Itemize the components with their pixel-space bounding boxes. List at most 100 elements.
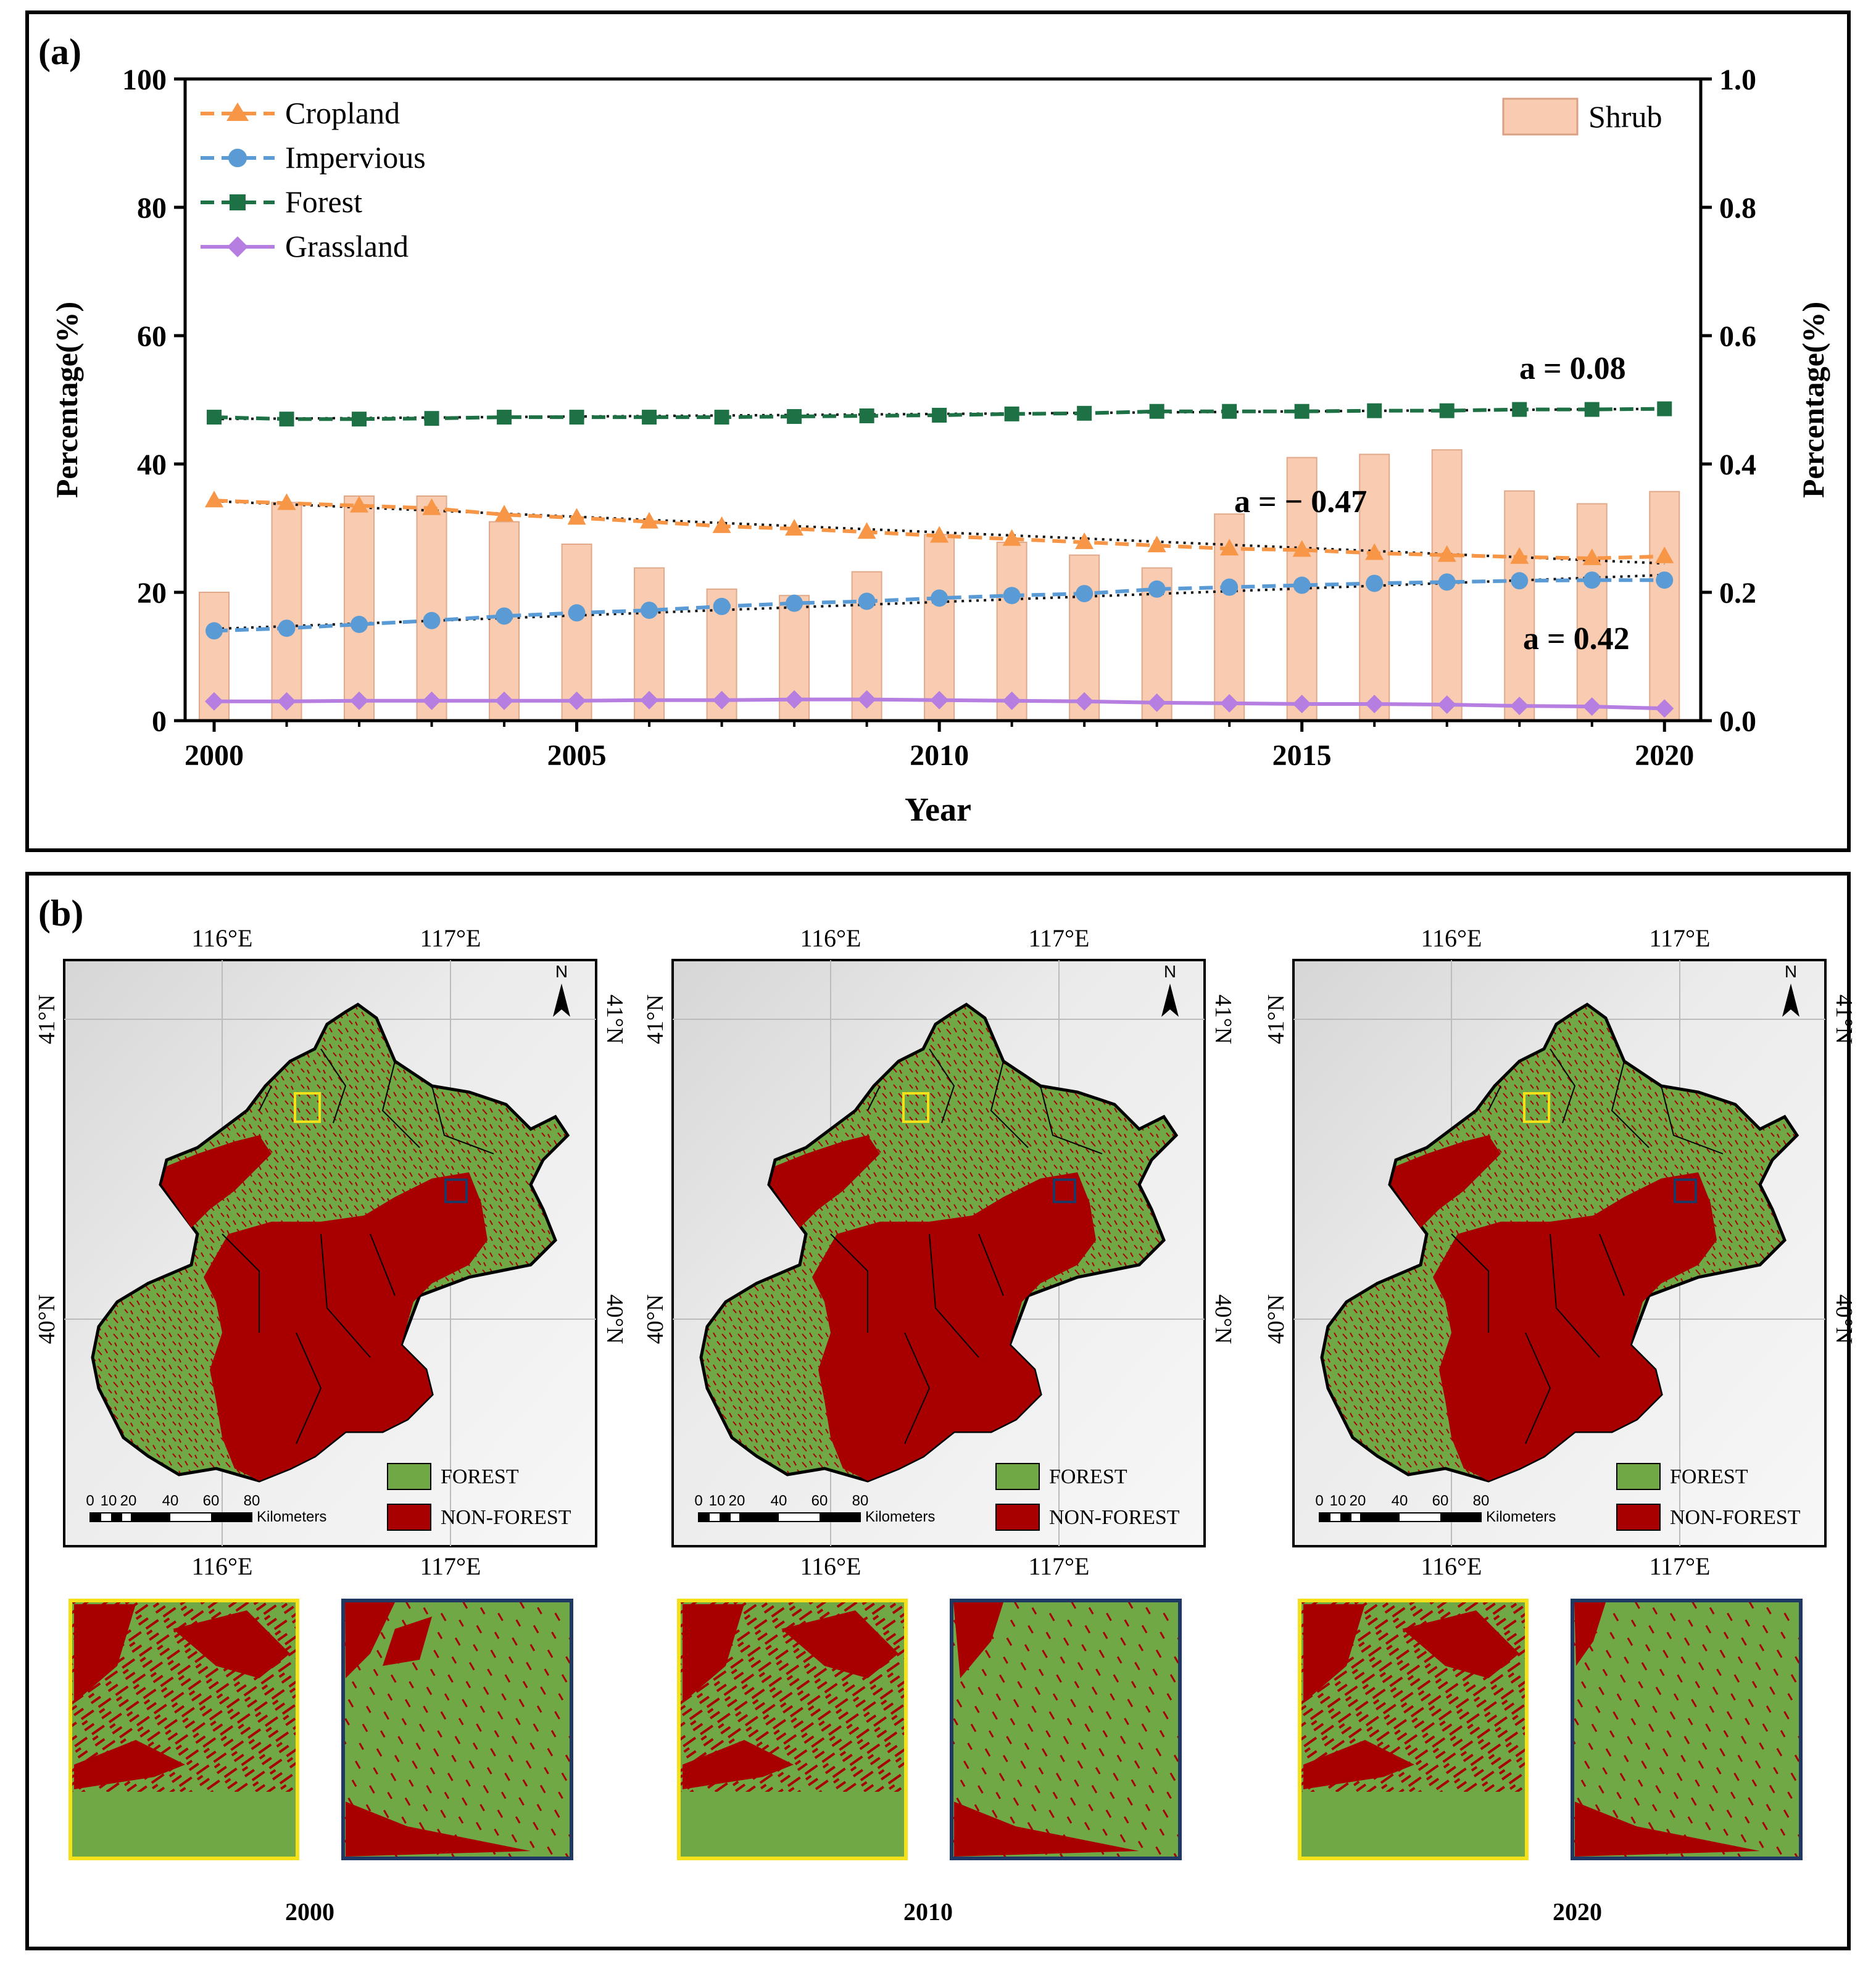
point-cropland-2005 <box>567 508 586 525</box>
y-right-tick-label-0.4: 0.4 <box>1719 449 1756 481</box>
point-forest-2010 <box>932 407 947 423</box>
legend-label-shrub: Shrub <box>1588 99 1662 134</box>
shrub-bar-2010 <box>924 534 955 722</box>
y-right-tick-label-0.2: 0.2 <box>1719 577 1756 610</box>
point-grassland-2000 <box>205 692 224 711</box>
legend-label-cropland: Cropland <box>285 96 400 130</box>
map-lon-label-top-116: 116°E <box>800 924 861 952</box>
point-impervious-2010 <box>931 589 948 607</box>
point-forest-2017 <box>1439 403 1455 418</box>
map-lat-label-left-40: 40°N <box>642 1294 668 1344</box>
svg-text:Kilometers: Kilometers <box>1486 1509 1556 1525</box>
map-lat-label-left-41: 41°N <box>1263 995 1289 1045</box>
map-2000: 116°E 117°E 41°N 40°N 41°N 40°N N FOREST… <box>34 924 628 1926</box>
point-cropland-2009 <box>857 522 876 539</box>
map-lon-label-bottom-117: 117°E <box>420 1552 481 1580</box>
svg-text:80: 80 <box>852 1493 869 1509</box>
svg-text:40: 40 <box>162 1493 179 1509</box>
point-cropland-2011 <box>1002 529 1021 546</box>
legend-label-grassland: Grassland <box>285 229 409 263</box>
svg-text:40: 40 <box>1392 1493 1408 1509</box>
point-forest-2005 <box>569 410 584 425</box>
point-cropland-2016 <box>1365 543 1384 560</box>
north-arrow-icon: N <box>553 962 570 1017</box>
svg-text:60: 60 <box>203 1493 220 1509</box>
point-cropland-2001 <box>277 493 296 510</box>
point-impervious-2013 <box>1148 580 1166 598</box>
point-impervious-2015 <box>1293 576 1311 594</box>
y-right-tick-label-1.0: 1.0 <box>1719 64 1756 96</box>
point-forest-2001 <box>279 412 294 427</box>
point-forest-2015 <box>1294 404 1309 419</box>
map-lon-label-bottom-116: 116°E <box>1421 1552 1482 1580</box>
point-cropland-2014 <box>1220 539 1239 556</box>
panel-a-label: (a) <box>38 31 81 72</box>
point-grassland-2005 <box>567 691 586 710</box>
axis-ticks: 2000 2005 2010 2015 2020 0 20 40 60 80 100 0.0 0.2 0.… <box>122 64 1756 772</box>
shrub-bar-2003 <box>416 495 447 721</box>
point-cropland-2018 <box>1510 547 1529 564</box>
point-forest-2020 <box>1657 401 1672 416</box>
y-left-tick-label-60: 60 <box>137 320 167 353</box>
y-left-tick-label-20: 20 <box>137 577 167 610</box>
point-impervious-2002 <box>351 616 368 633</box>
inset-blue <box>341 1599 573 1860</box>
point-forest-2019 <box>1584 402 1600 417</box>
inset-marker-yellow <box>1523 1092 1550 1123</box>
point-grassland-2007 <box>712 690 731 710</box>
inset-blue <box>950 1599 1182 1860</box>
point-impervious-2014 <box>1221 578 1239 596</box>
plot-area <box>183 77 1703 723</box>
point-grassland-2008 <box>785 690 804 709</box>
map-lat-label-right-40: 40°N <box>1210 1294 1236 1344</box>
point-forest-2006 <box>642 410 657 425</box>
point-impervious-2007 <box>713 597 731 615</box>
x-tick-label-2020: 2020 <box>1635 739 1694 772</box>
point-forest-2003 <box>424 411 439 426</box>
nonforest-region <box>812 1172 1096 1481</box>
point-cropland-2020 <box>1655 546 1674 563</box>
svg-text:60: 60 <box>811 1493 828 1509</box>
trendline-impervious <box>214 573 1665 631</box>
nonforest-region <box>1433 1172 1717 1481</box>
map-lat-label-left-40: 40°N <box>34 1294 60 1344</box>
point-impervious-2011 <box>1003 587 1021 605</box>
point-grassland-2003 <box>422 691 441 710</box>
svg-text:40: 40 <box>771 1493 787 1509</box>
y-left-tick-label-100: 100 <box>122 64 167 96</box>
legend-label-nonforest-map: NON-FOREST <box>1049 1506 1180 1529</box>
point-forest-2008 <box>787 409 802 424</box>
map-lon-label-top-116: 116°E <box>1421 924 1482 952</box>
point-forest-2016 <box>1367 403 1382 418</box>
forest-region <box>91 1003 570 1483</box>
inset-marker-blue <box>1053 1178 1076 1203</box>
svg-text:10: 10 <box>101 1493 117 1509</box>
trend-label-cropland: a = − 0.47 <box>1234 484 1367 520</box>
year-label-2020: 2020 <box>1553 1898 1602 1926</box>
legend-label-forest-map: FOREST <box>441 1465 519 1488</box>
point-grassland-2014 <box>1220 694 1239 713</box>
legend-label-nonforest-map: NON-FOREST <box>441 1506 571 1529</box>
point-impervious-2017 <box>1438 573 1456 591</box>
y-left-tick-label-40: 40 <box>137 449 167 481</box>
shrub-bar-2002 <box>344 495 375 721</box>
map-lat-label-left-40: 40°N <box>1263 1294 1289 1344</box>
point-grassland-2016 <box>1365 694 1384 713</box>
inset-blue <box>1571 1599 1803 1860</box>
point-impervious-2008 <box>786 594 803 612</box>
point-grassland-2019 <box>1582 697 1601 716</box>
point-cropland-2003 <box>422 498 441 515</box>
trend-label-forest: a = 0.08 <box>1519 351 1626 386</box>
point-impervious-2009 <box>858 592 876 610</box>
point-cropland-2004 <box>495 505 514 522</box>
map-frame <box>671 959 1206 1547</box>
map-lat-label-right-41: 41°N <box>1210 995 1236 1045</box>
svg-text:Kilometers: Kilometers <box>257 1509 326 1525</box>
point-impervious-2020 <box>1656 571 1674 589</box>
svg-text:0: 0 <box>1315 1493 1323 1509</box>
y-left-tick-label-0: 0 <box>152 705 167 738</box>
map-lat-label-right-40: 40°N <box>602 1294 628 1344</box>
y-right-tick-label-0.6: 0.6 <box>1719 320 1756 353</box>
nonforest-region-west <box>162 1135 272 1228</box>
svg-text:60: 60 <box>1432 1493 1449 1509</box>
